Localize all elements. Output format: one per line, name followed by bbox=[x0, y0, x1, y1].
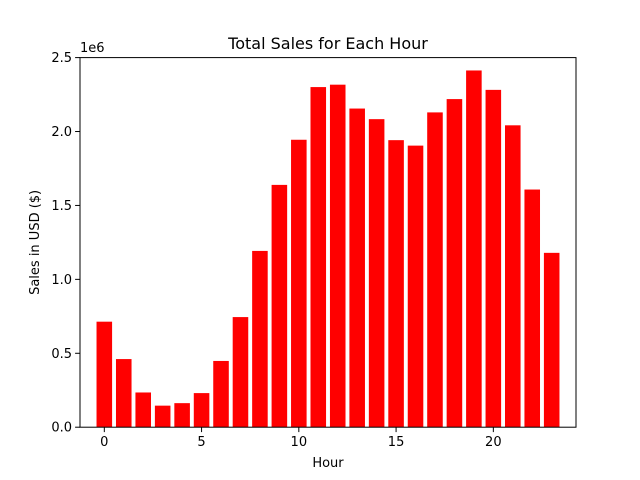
x-tick-label: 15 bbox=[388, 435, 405, 450]
bar-hour-1 bbox=[115, 359, 132, 428]
bar-hour-4 bbox=[174, 403, 190, 428]
y-tick-label: 1.5 bbox=[51, 199, 72, 214]
x-tick-label: 10 bbox=[291, 435, 308, 450]
bar-hour-0 bbox=[96, 321, 113, 428]
y-axis-offset-label: 1e6 bbox=[80, 41, 105, 56]
bar-hour-2 bbox=[135, 392, 151, 428]
bar-hour-21 bbox=[505, 125, 521, 428]
bar-hour-13 bbox=[349, 108, 365, 428]
bar-hour-9 bbox=[271, 184, 288, 428]
bar-hour-15 bbox=[388, 140, 404, 428]
bar-hour-11 bbox=[310, 87, 327, 428]
bar-hour-17 bbox=[427, 112, 443, 428]
bar-hour-8 bbox=[252, 250, 268, 428]
bar-hour-18 bbox=[446, 99, 463, 428]
y-tick-label: 0.5 bbox=[51, 347, 72, 362]
x-tick-label: 20 bbox=[485, 435, 502, 450]
y-axis-ticks: 0.0 0.5 1.0 1.5 2.0 2.5 bbox=[51, 51, 80, 436]
x-tick-label: 0 bbox=[100, 435, 108, 450]
plot-frame bbox=[79, 57, 577, 428]
y-tick-label: 2.0 bbox=[51, 125, 72, 140]
bar-hour-20 bbox=[485, 89, 502, 428]
bar-hour-10 bbox=[291, 139, 307, 428]
bar-hour-6 bbox=[213, 360, 229, 428]
bar-hour-12 bbox=[329, 84, 346, 428]
bar-hour-14 bbox=[368, 119, 385, 428]
y-tick-label: 0.0 bbox=[51, 421, 72, 436]
bar-hour-22 bbox=[524, 189, 541, 428]
bar-hour-3 bbox=[154, 405, 171, 428]
y-tick-label: 1.0 bbox=[51, 273, 72, 288]
bar-hour-23 bbox=[543, 252, 560, 428]
y-tick-label: 2.5 bbox=[51, 51, 72, 66]
x-axis-ticks: 0 5 10 15 20 bbox=[100, 427, 502, 450]
chart-title: Total Sales for Each Hour bbox=[227, 34, 428, 53]
bar-hour-19 bbox=[466, 70, 482, 428]
bars-group bbox=[96, 70, 560, 428]
x-axis-label: Hour bbox=[312, 456, 344, 471]
bar-hour-7 bbox=[232, 317, 249, 428]
x-tick-label: 5 bbox=[197, 435, 205, 450]
bar-hour-16 bbox=[407, 145, 424, 428]
y-axis-label: Sales in USD ($) bbox=[28, 190, 43, 295]
bar-hour-5 bbox=[193, 393, 210, 428]
